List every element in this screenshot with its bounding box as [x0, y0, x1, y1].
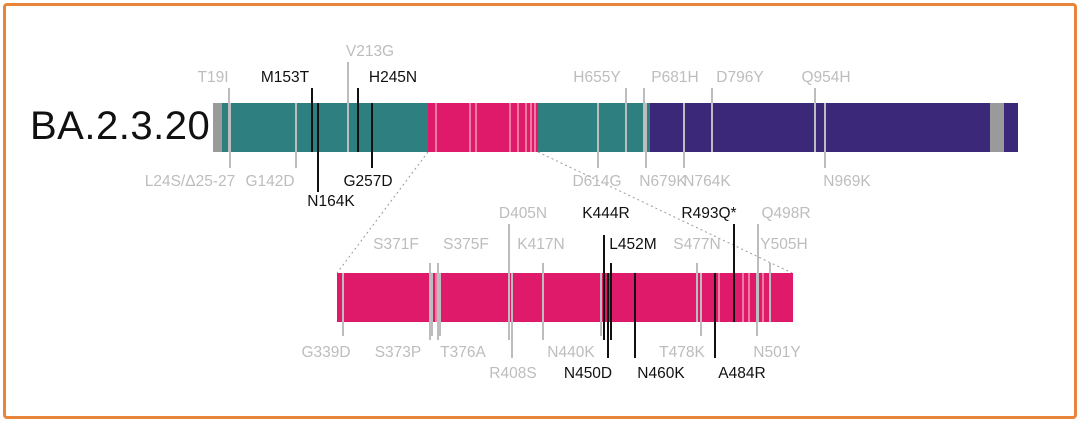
mutation-label-h245n: H245N — [369, 69, 417, 86]
mutation-label-h655y: H655Y — [573, 69, 620, 86]
rbd-mutation-label-n501y: N501Y — [753, 344, 800, 361]
mutation-label-q954h: Q954H — [801, 69, 850, 86]
rbd-mutation-label-a484r: A484R — [718, 365, 765, 382]
zoom-connector-left — [336, 151, 429, 274]
rbd-mutation-label-t376a: T376A — [440, 344, 486, 361]
rbd-mutation-label-r493q: R493Q* — [681, 205, 736, 222]
mutation-label-d796y: D796Y — [716, 69, 763, 86]
rbd-zoom-bar — [337, 273, 793, 322]
rbd-mutation-label-q498r: Q498R — [761, 205, 810, 222]
mutation-label-n164k: N164K — [307, 193, 355, 210]
mutation-label-n679k: N679K — [639, 173, 687, 190]
mutation-label-t19i: T19I — [197, 69, 228, 86]
mutation-label-g257d: G257D — [343, 173, 392, 190]
spike-end-left — [213, 103, 222, 152]
rbd-mutation-label-t478k: T478K — [659, 344, 705, 361]
rbd-mutation-label-n450d: N450D — [564, 365, 612, 382]
rbd-mutation-label-n440k: N440K — [547, 344, 595, 361]
mutation-label-g142d: G142D — [245, 173, 294, 190]
rbd-mutation-label-g339d: G339D — [301, 344, 350, 361]
rbd-mutation-label-s375f: S375F — [443, 236, 489, 253]
spike-grey-segment — [990, 103, 1004, 152]
mutation-label-n969k: N969K — [823, 173, 871, 190]
rbd-mutation-label-d405n: D405N — [499, 205, 547, 222]
variant-name: BA.2.3.20 — [30, 104, 211, 148]
rbd-mutation-label-s477n: S477N — [673, 236, 720, 253]
rbd-mutation-label-r408s: R408S — [489, 365, 536, 382]
spike-s2-segment — [650, 103, 990, 152]
mutation-label-l24s-25-27: L24S/Δ25-27 — [145, 173, 236, 190]
mutation-label-d614g: D614G — [572, 173, 621, 190]
spike-ntd-segment — [222, 103, 428, 152]
rbd-mutation-label-k444r: K444R — [582, 205, 629, 222]
mutation-label-n764k: N764K — [683, 173, 731, 190]
rbd-mutation-label-n460k: N460K — [637, 365, 685, 382]
zoom-connector-right — [537, 151, 793, 274]
rbd-mutation-label-l452m: L452M — [609, 236, 656, 253]
spike-sd-segment — [538, 103, 650, 152]
mutation-label-m153t: M153T — [261, 69, 310, 86]
mutation-label-v213g: V213G — [346, 43, 394, 60]
rbd-mutation-label-k417n: K417N — [517, 236, 564, 253]
spike-end-right — [1004, 103, 1018, 152]
rbd-mutation-label-s371f: S371F — [373, 236, 419, 253]
mutation-label-p681h: P681H — [651, 69, 698, 86]
spike-rbd-segment — [428, 103, 538, 152]
figure-frame — [3, 3, 1077, 419]
rbd-mutation-label-s373p: S373P — [375, 344, 422, 361]
rbd-mutation-label-y505h: Y505H — [760, 236, 807, 253]
